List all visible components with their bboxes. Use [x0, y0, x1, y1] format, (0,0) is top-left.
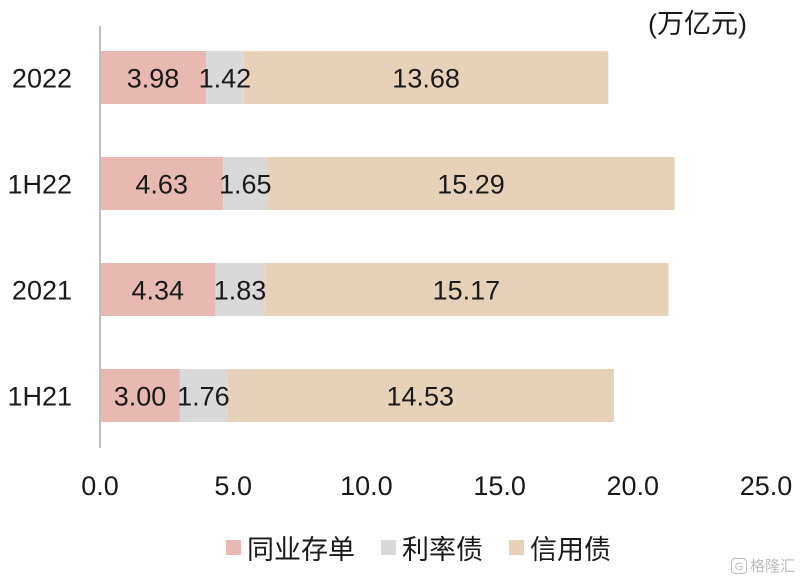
y-tick-label-2022: 2022 — [12, 64, 72, 94]
data-label-rate-bond-1h22: 1.65 — [219, 170, 272, 200]
data-label-rate-bond-2022: 1.42 — [199, 64, 252, 94]
bar-rate-bond-1h22 — [223, 157, 268, 210]
data-label-credit-bond-1h22: 15.29 — [437, 170, 505, 200]
legend-item-rate-bond: 利率债 — [381, 528, 483, 567]
y-tick-label-1h21: 1H21 — [7, 382, 72, 412]
x-tick-label-2: 10.0 — [340, 471, 393, 501]
legend-swatch-rate-bond — [381, 540, 396, 555]
watermark-text: 格隆汇 — [749, 558, 795, 575]
bar-credit-bond-2022 — [243, 51, 609, 104]
y-tick-label-2021: 2021 — [12, 276, 72, 306]
data-label-credit-bond-1h21: 14.53 — [387, 382, 455, 412]
data-label-interbank-cd-2021: 4.34 — [132, 276, 185, 306]
x-tick-label-3: 15.0 — [473, 471, 526, 501]
bar-rate-bond-1h21 — [179, 369, 227, 422]
unit-label: (万亿元) — [648, 9, 747, 39]
legend: 同业存单 利率债 信用债 — [226, 528, 637, 567]
x-tick-label-5: 25.0 — [740, 471, 793, 501]
data-label-rate-bond-2021: 1.83 — [214, 276, 267, 306]
bar-interbank-cd-2021 — [100, 263, 216, 316]
legend-swatch-credit-bond — [509, 540, 524, 555]
bar-interbank-cd-1h21 — [100, 369, 180, 422]
bar-rate-bond-2021 — [215, 263, 265, 316]
data-label-rate-bond-1h21: 1.76 — [177, 382, 230, 412]
bar-interbank-cd-2022 — [100, 51, 206, 104]
watermark-icon: G — [730, 557, 747, 574]
data-label-interbank-cd-1h21: 3.00 — [114, 382, 167, 412]
legend-label-interbank-cd: 同业存单 — [247, 535, 355, 565]
legend-item-interbank-cd: 同业存单 — [226, 528, 355, 567]
bar-credit-bond-1h21 — [226, 369, 614, 422]
legend-label-rate-bond: 利率债 — [402, 535, 483, 565]
data-label-interbank-cd-2022: 3.98 — [127, 64, 180, 94]
y-tick-label-1h22: 1H22 — [7, 170, 72, 200]
data-label-interbank-cd-1h22: 4.63 — [135, 170, 188, 200]
legend-swatch-interbank-cd — [226, 540, 241, 555]
bar-credit-bond-2021 — [264, 263, 669, 316]
legend-item-credit-bond: 信用债 — [509, 528, 611, 567]
bar-interbank-cd-1h22 — [100, 157, 224, 210]
bar-rate-bond-2022 — [206, 51, 244, 104]
x-tick-label-0: 0.0 — [81, 471, 119, 501]
data-label-credit-bond-2021: 15.17 — [433, 276, 501, 306]
legend-label-credit-bond: 信用债 — [530, 535, 611, 565]
x-tick-label-4: 20.0 — [607, 471, 660, 501]
bar-credit-bond-1h22 — [267, 157, 675, 210]
watermark-logo: G 格隆汇 — [730, 555, 795, 576]
data-label-credit-bond-2022: 13.68 — [392, 64, 460, 94]
x-tick-label-1: 5.0 — [214, 471, 252, 501]
